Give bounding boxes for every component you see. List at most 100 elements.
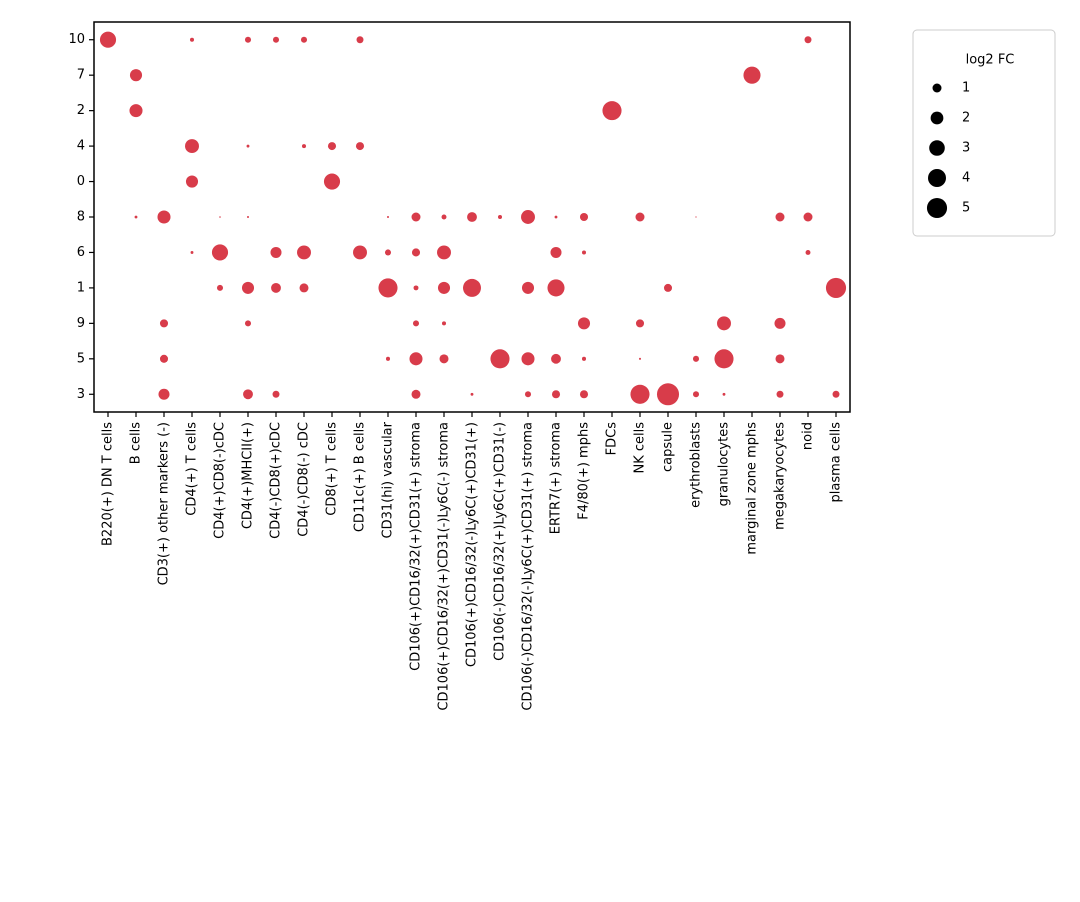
dot: [437, 281, 451, 294]
dot: [521, 352, 535, 366]
y-tick-label: 8: [77, 210, 85, 225]
dot: [246, 215, 250, 219]
dot: [551, 353, 561, 364]
dot: [714, 349, 734, 369]
dot: [638, 357, 642, 360]
dot: [805, 249, 811, 255]
dot: [579, 390, 589, 399]
x-tick-label: CD8(+) T cells: [325, 422, 340, 516]
y-tick-label: 9: [77, 316, 85, 331]
dot: [129, 104, 143, 118]
dot: [272, 390, 280, 398]
dot: [602, 101, 622, 121]
dot: [300, 36, 308, 43]
dot: [272, 36, 280, 43]
x-tick-label: marginal zone mphs: [745, 422, 760, 555]
dot: [722, 392, 726, 396]
legend-dot: [929, 140, 945, 156]
x-tick-label: F4/80(+) mphs: [577, 422, 592, 520]
dot: [271, 282, 281, 293]
dot: [244, 36, 252, 43]
dot: [386, 215, 390, 219]
dot: [776, 390, 784, 398]
x-tick-label: CD4(-)CD8(+)cDC: [269, 422, 284, 539]
dot: [412, 320, 420, 327]
dot: [99, 31, 117, 48]
y-tick-label: 7: [77, 68, 85, 83]
x-tick-label: CD106(-)CD16/32(-)Ly6C(+)CD31(+) stroma: [521, 422, 536, 711]
dot: [297, 245, 311, 260]
x-tick-label: NK cells: [633, 422, 648, 474]
legend-dot: [926, 197, 948, 219]
dot: [497, 214, 503, 220]
dot: [246, 144, 250, 148]
dot: [323, 173, 341, 190]
dot: [490, 349, 510, 369]
x-tick-label: CD4(+) T cells: [185, 422, 200, 516]
legend-label: 3: [962, 141, 970, 156]
x-tick-label: CD106(+)CD16/32(+)CD31(+) stroma: [409, 422, 424, 671]
dot: [411, 212, 421, 222]
dot: [159, 354, 169, 363]
dot: [353, 245, 367, 260]
x-tick-label: CD106(+)CD16/32(+)CD31(-)Ly6C(-) stroma: [437, 422, 452, 711]
y-tick-label: 3: [77, 387, 85, 402]
dot: [547, 279, 565, 297]
dot: [695, 216, 697, 218]
dot: [409, 352, 423, 366]
dot: [211, 244, 229, 261]
dot: [301, 144, 307, 149]
x-tick-label: CD31(hi) vascular: [381, 421, 396, 538]
x-tick-label: noid: [801, 422, 816, 450]
dot: [692, 391, 700, 398]
dot: [385, 356, 391, 361]
dot: [413, 285, 419, 291]
x-tick-label: FDCs: [605, 422, 620, 456]
dot: [579, 212, 589, 222]
x-tick-label: granulocytes: [717, 422, 732, 507]
dot: [717, 316, 731, 331]
dot: [437, 245, 451, 260]
dot: [441, 214, 447, 220]
x-tick-label: CD4(+)CD8(-)cDC: [213, 422, 228, 539]
x-tick-label: CD4(+)MHCII(+): [241, 422, 256, 529]
x-tick-label: ERTR7(+) stroma: [549, 422, 564, 534]
x-tick-label: megakaryocytes: [773, 422, 788, 530]
dot: [743, 66, 761, 84]
dot: [550, 246, 562, 258]
x-tick-label: CD106(+)CD16/32(-)Ly6C(+)CD31(+): [465, 422, 480, 667]
dot: [356, 36, 364, 44]
dot: [189, 37, 195, 42]
dot: [832, 390, 840, 398]
legend-title: log2 FC: [966, 53, 1015, 68]
dot: [635, 319, 645, 328]
y-tick-label: 2: [77, 103, 85, 118]
dot: [463, 278, 481, 297]
y-tick-label: 0: [77, 174, 85, 189]
dot: [378, 278, 398, 298]
dot: [521, 210, 535, 224]
dot: [241, 281, 255, 294]
dot: [581, 250, 587, 255]
dot: [411, 389, 421, 399]
x-tick-label: capsule: [661, 422, 676, 472]
dot: [577, 317, 591, 330]
dot: [825, 277, 847, 298]
dot: [158, 388, 170, 400]
dot: [775, 354, 785, 364]
dot: [327, 142, 337, 151]
dot: [159, 319, 169, 328]
dot: [411, 248, 421, 257]
dot: [190, 251, 194, 254]
dot: [185, 175, 199, 188]
dot: [216, 284, 224, 291]
y-tick-label: 4: [77, 139, 85, 154]
x-tick-label: erythroblasts: [689, 422, 704, 508]
x-tick-label: plasma cells: [829, 422, 844, 503]
y-tick-label: 10: [68, 32, 85, 47]
dot: [775, 212, 785, 222]
y-tick-label: 6: [77, 245, 85, 260]
dot: [185, 139, 199, 154]
